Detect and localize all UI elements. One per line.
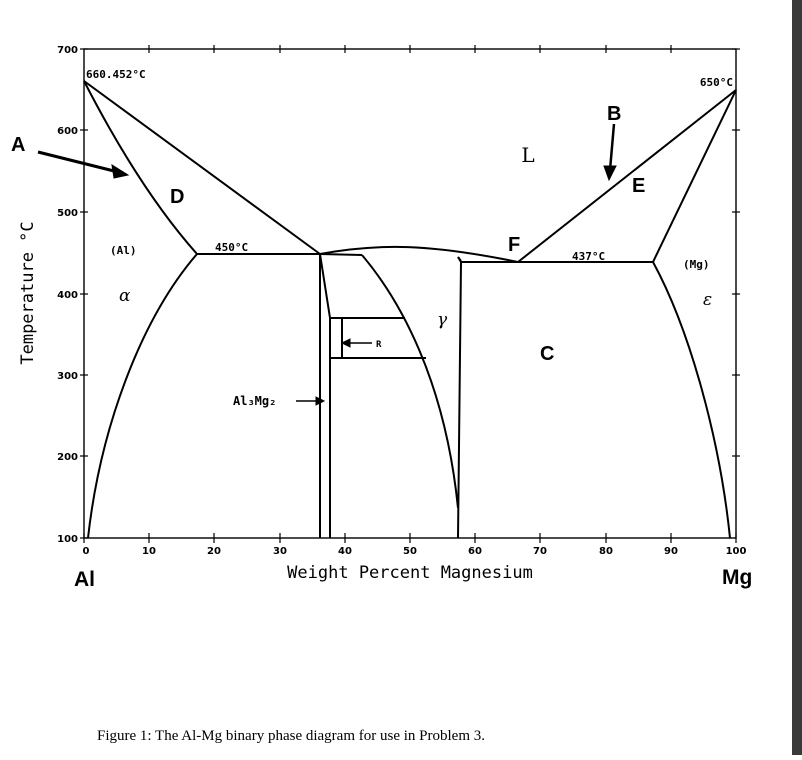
x-tick-50: 50 bbox=[403, 546, 417, 557]
gamma-boundary-right bbox=[457, 256, 463, 539]
arrow-b-head bbox=[603, 165, 617, 182]
x-tick-80: 80 bbox=[599, 546, 613, 557]
y-tick-400: 400 bbox=[57, 290, 78, 301]
y-tick-500: 500 bbox=[57, 208, 78, 219]
compound-line-right bbox=[319, 253, 331, 538]
al-solvus-curve bbox=[87, 253, 198, 539]
label-f: F bbox=[508, 234, 520, 256]
y-tick-200: 200 bbox=[57, 452, 78, 463]
y-tick-300: 300 bbox=[57, 371, 78, 382]
x-axis bbox=[83, 45, 737, 543]
end-label-al: Al bbox=[74, 568, 95, 591]
phase-label-al: (Al) bbox=[110, 244, 137, 257]
end-label-mg: Mg bbox=[722, 566, 752, 589]
x-tick-0: 0 bbox=[83, 546, 90, 557]
gamma-solidus-left bbox=[319, 253, 363, 256]
arrow-a-head bbox=[111, 163, 130, 179]
window-edge-bar bbox=[792, 0, 802, 755]
figure-caption: Figure 1: The Al-Mg binary phase diagram… bbox=[97, 728, 485, 744]
temp-eutectic-437-label: 437°C bbox=[572, 250, 605, 263]
label-b: B bbox=[607, 103, 621, 125]
phase-label-mg: (Mg) bbox=[683, 258, 710, 271]
y-axis bbox=[80, 48, 740, 539]
x-axis-title: Weight Percent Magnesium bbox=[287, 563, 533, 583]
phase-label-r: R bbox=[376, 340, 382, 350]
x-tick-20: 20 bbox=[207, 546, 221, 557]
y-tick-100: 100 bbox=[57, 534, 78, 545]
x-tick-40: 40 bbox=[338, 546, 352, 557]
temp-eutectic-450-label: 450°C bbox=[215, 241, 248, 254]
phase-label-l: L bbox=[521, 143, 534, 167]
x-tick-10: 10 bbox=[142, 546, 156, 557]
annotation-arrows bbox=[37, 123, 617, 406]
temp-mg-melt-label: 650°C bbox=[700, 76, 733, 89]
phase-label-gamma: γ bbox=[437, 310, 448, 330]
r-phase-box bbox=[330, 317, 426, 359]
temp-al-melt-label: 660.452°C bbox=[86, 68, 146, 81]
al-solidus-curve bbox=[83, 80, 198, 255]
compound-label: Al₃Mg₂ bbox=[233, 394, 276, 408]
arrow-compound-head bbox=[315, 396, 326, 406]
arrow-a-line bbox=[37, 150, 119, 174]
phase-label-epsilon: ε bbox=[703, 290, 712, 310]
y-tick-700: 700 bbox=[57, 45, 78, 56]
gamma-boundary-left bbox=[361, 254, 459, 509]
y-axis-title: Temperature °C bbox=[18, 221, 38, 364]
x-tick-60: 60 bbox=[468, 546, 482, 557]
x-tick-90: 90 bbox=[664, 546, 678, 557]
y-tick-600: 600 bbox=[57, 126, 78, 137]
label-e: E bbox=[632, 175, 645, 197]
mg-liquidus-line bbox=[517, 89, 737, 263]
arrow-r-head bbox=[340, 338, 351, 348]
gamma-liquidus-dome bbox=[319, 245, 519, 263]
al-liquidus-line bbox=[83, 80, 321, 255]
x-tick-100: 100 bbox=[726, 546, 747, 557]
label-a: A bbox=[11, 134, 25, 156]
x-tick-30: 30 bbox=[273, 546, 287, 557]
phase-label-alpha: α bbox=[119, 286, 131, 306]
plot-frame bbox=[83, 48, 737, 539]
x-tick-70: 70 bbox=[533, 546, 547, 557]
label-d: D bbox=[170, 186, 184, 208]
mg-solidus-line bbox=[652, 89, 737, 263]
phase-boundaries bbox=[83, 80, 737, 539]
arrow-b-line bbox=[608, 123, 616, 171]
label-c: C bbox=[540, 343, 554, 365]
mg-solvus-curve bbox=[652, 261, 731, 539]
